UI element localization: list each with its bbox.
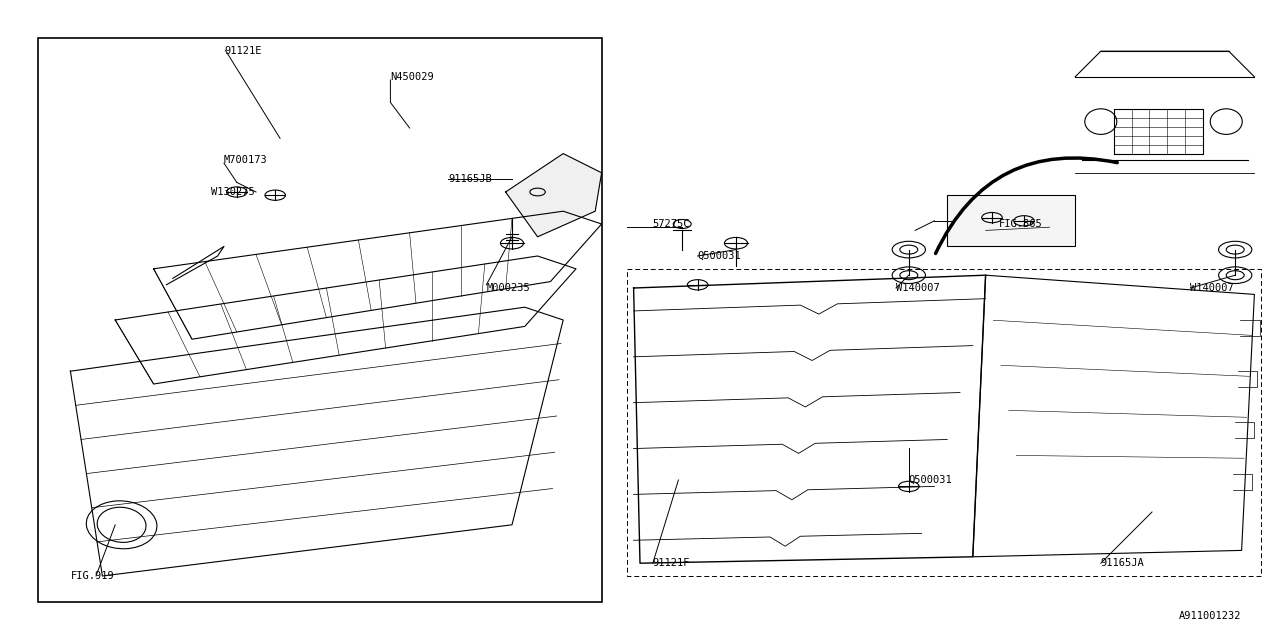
Text: N450029: N450029 (390, 72, 434, 82)
Bar (38, 38, 602, 602)
Polygon shape (506, 154, 602, 237)
Text: Q500031: Q500031 (698, 251, 741, 261)
Text: 91121F: 91121F (653, 558, 690, 568)
Text: M700173: M700173 (224, 155, 268, 165)
Text: W140007: W140007 (1190, 283, 1234, 293)
Text: A911001232: A911001232 (1179, 611, 1242, 621)
Text: M000235: M000235 (486, 283, 530, 293)
Text: FIG.865: FIG.865 (998, 219, 1042, 229)
Text: 57275C: 57275C (653, 219, 690, 229)
Text: W130275: W130275 (211, 187, 255, 197)
Text: 91165JB: 91165JB (448, 174, 492, 184)
FancyBboxPatch shape (947, 195, 1075, 246)
Text: 91165JA: 91165JA (1101, 558, 1144, 568)
Text: Q500031: Q500031 (909, 475, 952, 485)
Text: 91121E: 91121E (224, 46, 261, 56)
Text: FIG.919: FIG.919 (70, 571, 114, 581)
Text: W140007: W140007 (896, 283, 940, 293)
